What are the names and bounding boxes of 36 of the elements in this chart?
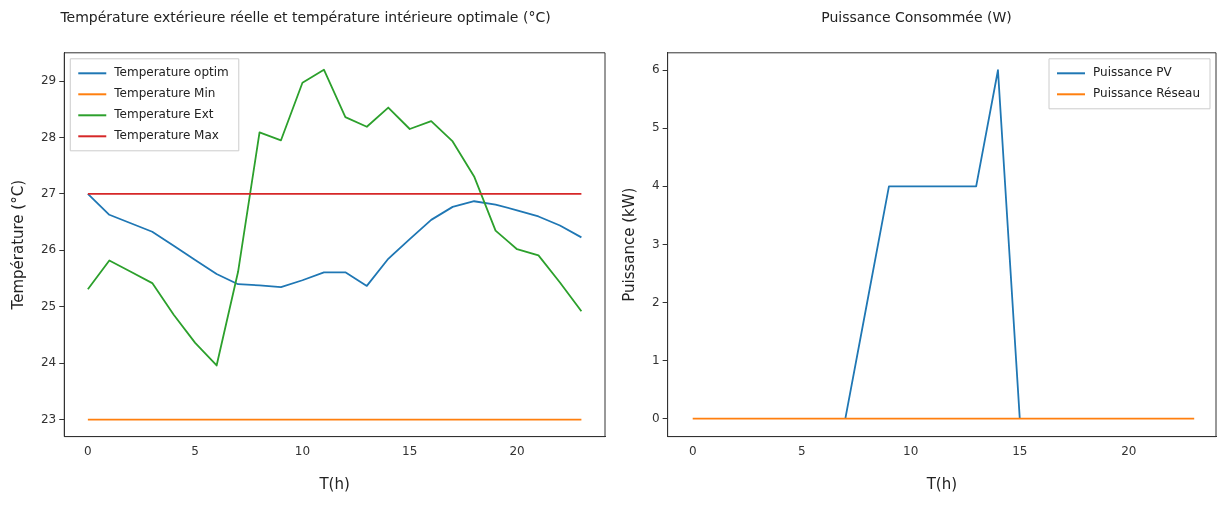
y-tick-label: 25 bbox=[40, 298, 57, 313]
legend-label: Puissance Réseau bbox=[1093, 86, 1200, 101]
legend-label: Puissance PV bbox=[1093, 65, 1173, 80]
x-tick-label: 20 bbox=[1121, 443, 1137, 458]
y-tick-label: 27 bbox=[40, 186, 57, 201]
y-tick-label: 28 bbox=[40, 129, 57, 144]
chart-title: Puissance Consommée (W) bbox=[821, 9, 1012, 26]
x-tick-label: 10 bbox=[294, 443, 311, 458]
legend-label: Temperature Max bbox=[113, 128, 219, 143]
chart-title: Température extérieure réelle et température intérieure optimale (°C) bbox=[59, 9, 551, 26]
legend-label: Temperature optim bbox=[113, 65, 229, 80]
y-tick-label: 26 bbox=[40, 242, 57, 257]
y-tick-label: 24 bbox=[40, 355, 57, 370]
x-axis-title: T(h) bbox=[318, 474, 350, 493]
x-tick-label: 5 bbox=[797, 443, 806, 458]
y-tick-label: 1 bbox=[651, 352, 660, 367]
x-tick-label: 20 bbox=[509, 443, 525, 458]
legend-label: Temperature Min bbox=[113, 86, 216, 101]
x-tick-label: 0 bbox=[84, 443, 92, 458]
x-tick-label: 0 bbox=[688, 443, 697, 458]
y-tick-label: 0 bbox=[651, 410, 660, 425]
y-axis-title: Puissance (kW) bbox=[619, 187, 638, 302]
legend-label: Temperature Ext bbox=[113, 107, 214, 122]
x-axis-title: T(h) bbox=[925, 474, 957, 493]
y-tick-label: 4 bbox=[651, 178, 660, 193]
y-tick-label: 29 bbox=[40, 73, 57, 88]
y-tick-label: 3 bbox=[651, 236, 660, 251]
x-tick-label: 5 bbox=[191, 443, 199, 458]
x-tick-label: 15 bbox=[402, 443, 418, 458]
y-tick-label: 5 bbox=[651, 120, 660, 135]
y-tick-label: 6 bbox=[651, 62, 660, 77]
y-tick-label: 2 bbox=[651, 294, 660, 309]
y-tick-label: 23 bbox=[40, 411, 57, 426]
x-tick-label: 10 bbox=[903, 443, 919, 458]
y-axis-title: Température (°C) bbox=[8, 179, 27, 311]
x-tick-label: 15 bbox=[1012, 443, 1028, 458]
